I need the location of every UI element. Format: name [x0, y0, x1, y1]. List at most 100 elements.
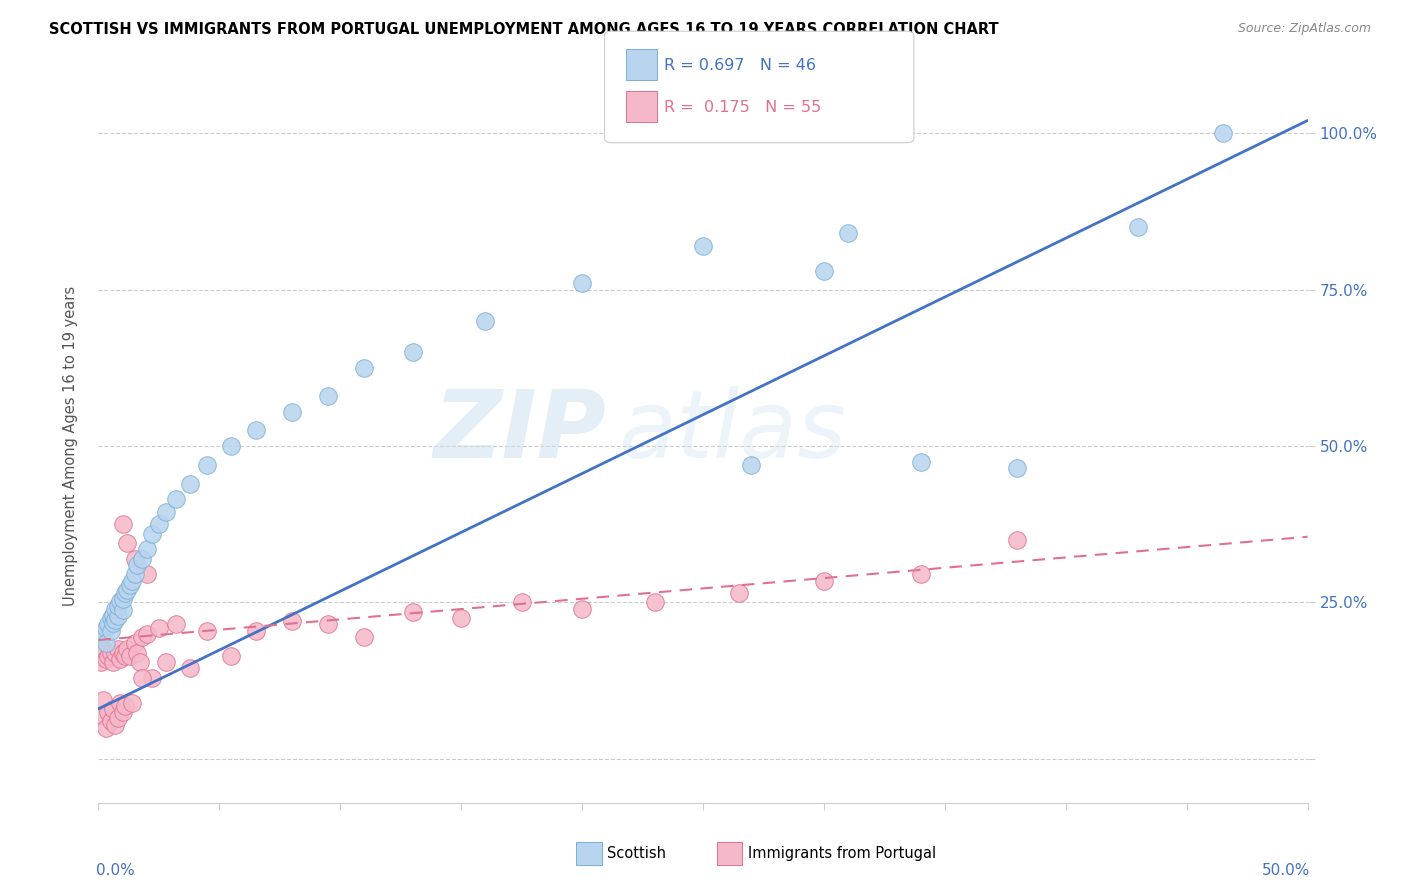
Point — [104, 601, 127, 615]
Point — [692, 238, 714, 252]
Point — [111, 705, 134, 719]
Point — [148, 621, 170, 635]
Point — [179, 476, 201, 491]
Point — [108, 696, 131, 710]
Point — [100, 646, 122, 660]
Point — [131, 671, 153, 685]
Point — [114, 648, 136, 663]
Point — [155, 505, 177, 519]
Point — [91, 642, 114, 657]
Point — [135, 567, 157, 582]
Text: 50.0%: 50.0% — [1261, 863, 1310, 879]
Point — [131, 630, 153, 644]
Point — [108, 652, 131, 666]
Point — [316, 389, 339, 403]
Point — [94, 621, 117, 635]
Point — [571, 277, 593, 291]
Text: ZIP: ZIP — [433, 385, 606, 478]
Point — [101, 655, 124, 669]
Point — [155, 655, 177, 669]
Point — [111, 603, 134, 617]
Point — [1007, 533, 1029, 547]
Point — [402, 345, 425, 359]
Point — [97, 705, 120, 719]
Point — [117, 642, 139, 657]
Point — [510, 595, 533, 609]
Point — [910, 455, 932, 469]
Point — [402, 605, 425, 619]
Point — [107, 711, 129, 725]
Point — [179, 661, 201, 675]
Point — [124, 567, 146, 582]
Point — [195, 624, 218, 638]
Point — [101, 607, 124, 622]
Point — [813, 574, 835, 588]
Point — [94, 652, 117, 666]
Point — [90, 630, 112, 644]
Point — [91, 627, 114, 641]
Point — [117, 536, 139, 550]
Point — [101, 615, 124, 630]
Point — [148, 517, 170, 532]
Point — [100, 611, 122, 625]
Text: SCOTTISH VS IMMIGRANTS FROM PORTUGAL UNEMPLOYMENT AMONG AGES 16 TO 19 YEARS CORR: SCOTTISH VS IMMIGRANTS FROM PORTUGAL UNE… — [49, 22, 998, 37]
Point — [100, 714, 122, 729]
Point — [644, 595, 666, 609]
Point — [141, 526, 163, 541]
Point — [101, 702, 124, 716]
Point — [135, 627, 157, 641]
Point — [571, 601, 593, 615]
Point — [353, 630, 375, 644]
Text: R = 0.697   N = 46: R = 0.697 N = 46 — [664, 58, 815, 72]
Y-axis label: Unemployment Among Ages 16 to 19 years: Unemployment Among Ages 16 to 19 years — [63, 286, 77, 606]
Point — [245, 624, 267, 638]
Point — [728, 586, 751, 600]
Point — [107, 599, 129, 613]
Point — [107, 642, 129, 657]
Text: atlas: atlas — [619, 386, 846, 477]
Point — [111, 517, 134, 532]
Point — [165, 617, 187, 632]
Point — [450, 611, 472, 625]
Point — [127, 558, 149, 572]
Point — [474, 314, 496, 328]
Point — [910, 567, 932, 582]
Point — [118, 648, 141, 663]
Point — [91, 692, 114, 706]
Point — [131, 551, 153, 566]
Text: 0.0%: 0.0% — [96, 863, 135, 879]
Point — [245, 423, 267, 437]
Point — [121, 696, 143, 710]
Point — [90, 655, 112, 669]
Point — [104, 717, 127, 731]
Point — [111, 592, 134, 607]
Text: Immigrants from Portugal: Immigrants from Portugal — [748, 847, 936, 861]
Text: Source: ZipAtlas.com: Source: ZipAtlas.com — [1237, 22, 1371, 36]
Point — [281, 404, 304, 418]
Point — [1212, 126, 1234, 140]
Point — [165, 492, 187, 507]
Point — [281, 614, 304, 628]
Point — [90, 708, 112, 723]
Point — [316, 617, 339, 632]
Point — [94, 636, 117, 650]
Point — [94, 721, 117, 735]
Point — [97, 617, 120, 632]
Text: R =  0.175   N = 55: R = 0.175 N = 55 — [664, 100, 821, 114]
Point — [124, 636, 146, 650]
Point — [121, 574, 143, 588]
Point — [97, 648, 120, 663]
Point — [135, 542, 157, 557]
Point — [108, 594, 131, 608]
Point — [1007, 461, 1029, 475]
Point — [1128, 219, 1150, 234]
Point — [221, 439, 243, 453]
Point — [104, 646, 127, 660]
Point — [100, 624, 122, 638]
Point — [353, 360, 375, 375]
Point — [124, 551, 146, 566]
Point — [111, 646, 134, 660]
Text: Scottish: Scottish — [607, 847, 666, 861]
Point — [118, 578, 141, 592]
Point — [141, 671, 163, 685]
